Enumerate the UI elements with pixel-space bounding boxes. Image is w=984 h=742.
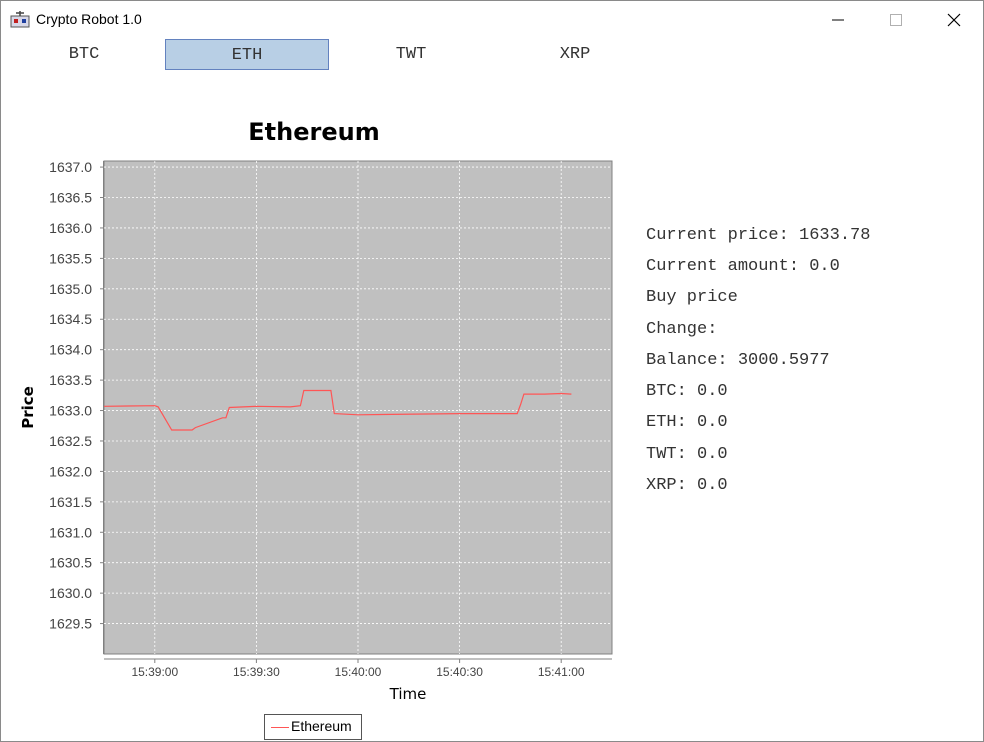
y-tick-label: 1632.5 [49, 433, 92, 449]
title-bar[interactable]: Crypto Robot 1.0 [1, 1, 983, 37]
y-tick-label: 1634.0 [49, 342, 92, 358]
y-tick-label: 1630.5 [49, 555, 92, 571]
current-amount-text: Current amount: 0.0 [646, 257, 840, 276]
x-tick-label: 15:41:00 [538, 665, 585, 679]
tab-xrp[interactable]: XRP [559, 45, 591, 64]
btc-holding-text: BTC: 0.0 [646, 382, 728, 401]
y-tick-label: 1635.5 [49, 250, 92, 266]
close-button[interactable] [925, 1, 983, 37]
twt-holding-text: TWT: 0.0 [646, 445, 728, 464]
y-tick-label: 1633.5 [49, 372, 92, 388]
tab-twt[interactable]: TWT [395, 45, 427, 64]
y-tick-label: 1633.0 [49, 403, 92, 419]
y-tick-label: 1636.5 [49, 190, 92, 206]
y-tick-label: 1630.0 [49, 585, 92, 601]
current-price-text: Current price: 1633.78 [646, 226, 871, 245]
chart-title: Ethereum [248, 118, 380, 146]
y-tick-label: 1631.5 [49, 494, 92, 510]
minimize-button[interactable] [809, 1, 867, 37]
plot-area [103, 160, 613, 655]
window-title: Crypto Robot 1.0 [36, 11, 142, 27]
legend-label: Ethereum [291, 718, 352, 734]
tab-eth[interactable]: ETH [165, 39, 329, 70]
close-icon [947, 13, 961, 27]
x-axis-label: Time [389, 685, 427, 703]
y-tick-label: 1637.0 [49, 159, 92, 175]
buy-price-text: Buy price [646, 288, 738, 307]
chart-legend: Ethereum [264, 714, 362, 740]
y-tick-label: 1636.0 [49, 220, 92, 236]
eth-holding-text: ETH: 0.0 [646, 413, 728, 432]
y-tick-label: 1629.5 [49, 616, 92, 632]
y-axis-label: Price [19, 386, 37, 429]
robot-app-icon [10, 10, 30, 28]
series-line-ethereum [103, 389, 572, 431]
maximize-icon [890, 14, 902, 26]
x-tick-label: 15:39:30 [233, 665, 280, 679]
minimize-icon [832, 19, 844, 21]
maximize-button[interactable] [867, 1, 925, 37]
y-tick-label: 1635.0 [49, 281, 92, 297]
legend-swatch [271, 727, 289, 728]
xrp-holding-text: XRP: 0.0 [646, 476, 728, 495]
y-tick-label: 1634.5 [49, 311, 92, 327]
x-tick-label: 15:40:30 [436, 665, 483, 679]
tab-btc[interactable]: BTC [68, 45, 100, 64]
y-tick-label: 1631.0 [49, 524, 92, 540]
x-tick-label: 15:40:00 [335, 665, 382, 679]
y-tick-label: 1632.0 [49, 463, 92, 479]
change-text: Change: [646, 320, 718, 339]
balance-text: Balance: 3000.5977 [646, 351, 830, 370]
x-tick-label: 15:39:00 [131, 665, 178, 679]
